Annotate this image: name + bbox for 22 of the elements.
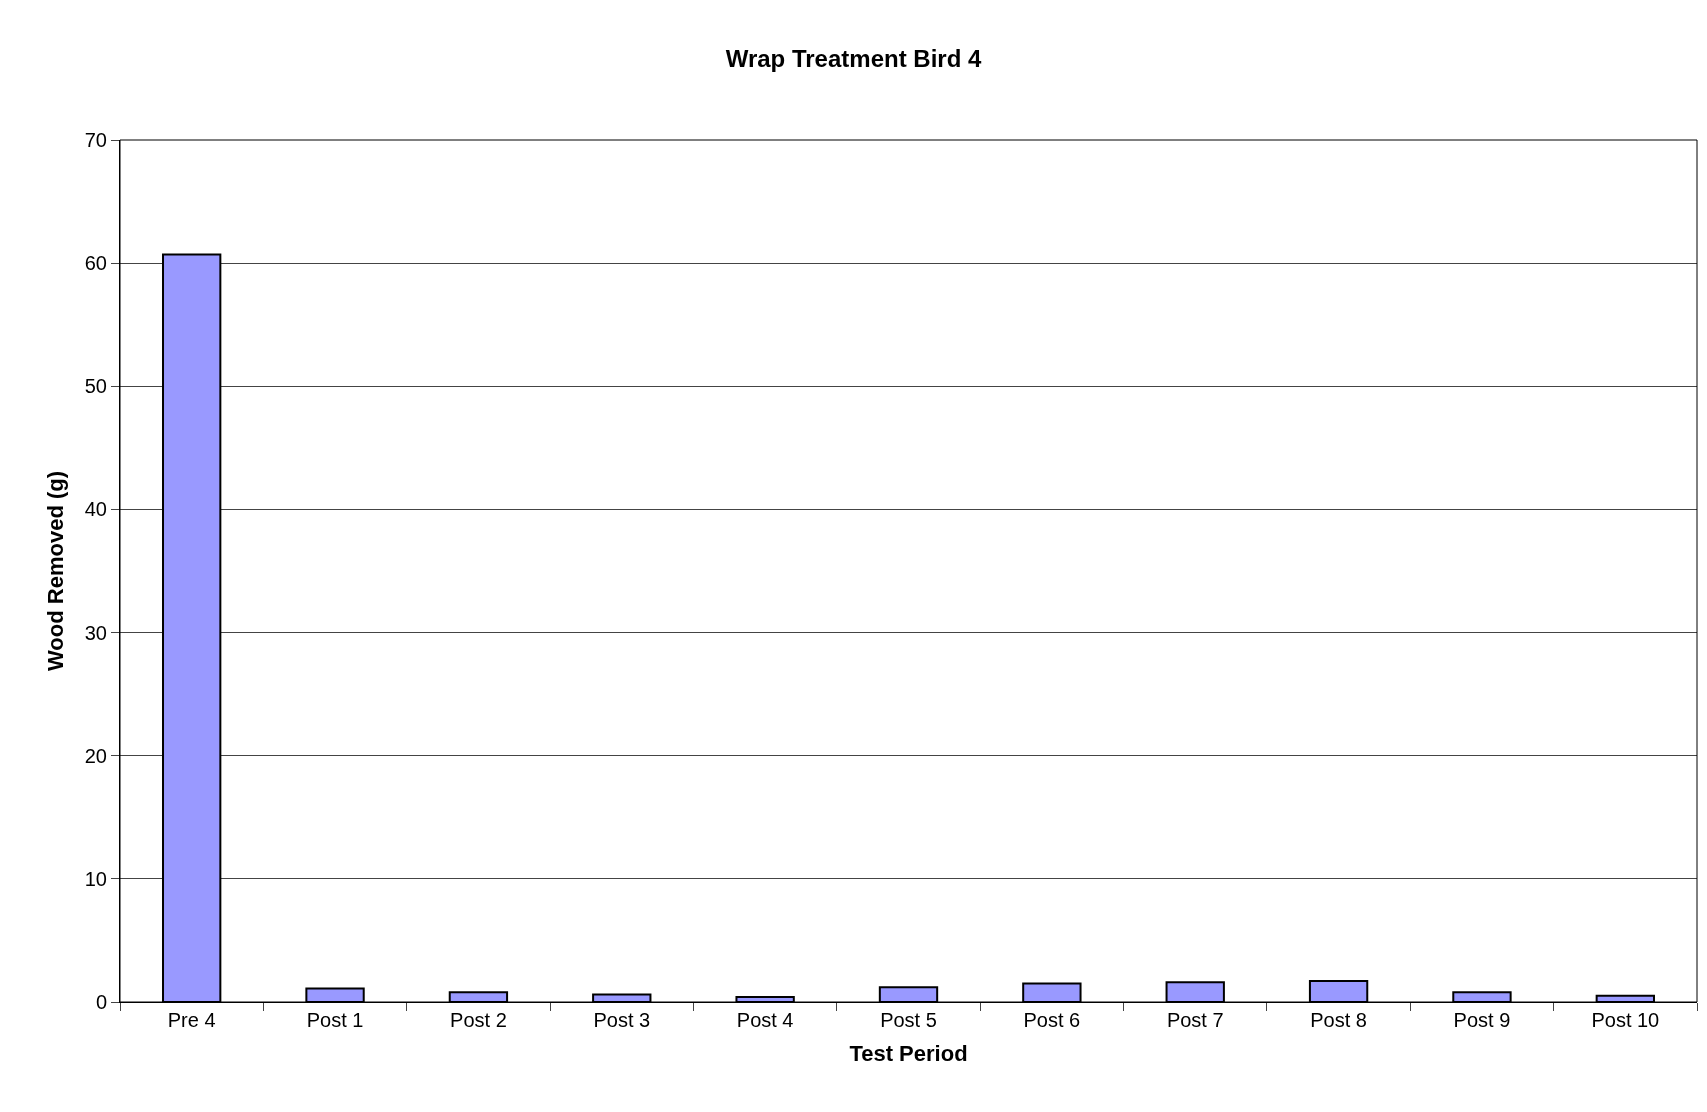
- x-tick-label: Post 10: [1591, 1009, 1660, 1031]
- x-tick-label: Post 3: [593, 1009, 651, 1031]
- x-tick-label: Post 5: [880, 1009, 937, 1031]
- x-tick-label: Post 6: [1023, 1009, 1081, 1031]
- x-tick-label: Post 4: [736, 1009, 794, 1031]
- x-tick-label: Post 7: [1166, 1009, 1224, 1031]
- x-tick-label: Post 8: [1310, 1009, 1367, 1031]
- y-axis-title: Wood Removed (g): [42, 470, 68, 672]
- y-tick-label: 20: [84, 744, 107, 767]
- y-tick-label: 70: [84, 129, 107, 151]
- y-tick-label: 0: [95, 991, 107, 1013]
- y-tick-label: 40: [84, 498, 107, 521]
- x-tick-label: Post 1: [306, 1009, 364, 1031]
- x-tick-label: Post 9: [1453, 1009, 1511, 1031]
- x-axis-title: Test Period: [849, 1040, 968, 1066]
- y-tick-label: 10: [84, 867, 107, 890]
- y-tick-label: 30: [84, 621, 107, 644]
- x-tick-label: Pre 4: [167, 1009, 216, 1031]
- x-tick-label: Post 2: [450, 1009, 507, 1031]
- y-tick-label: 60: [84, 252, 107, 275]
- chart-title: Wrap Treatment Bird 4: [725, 44, 982, 72]
- y-tick-label: 50: [84, 375, 107, 398]
